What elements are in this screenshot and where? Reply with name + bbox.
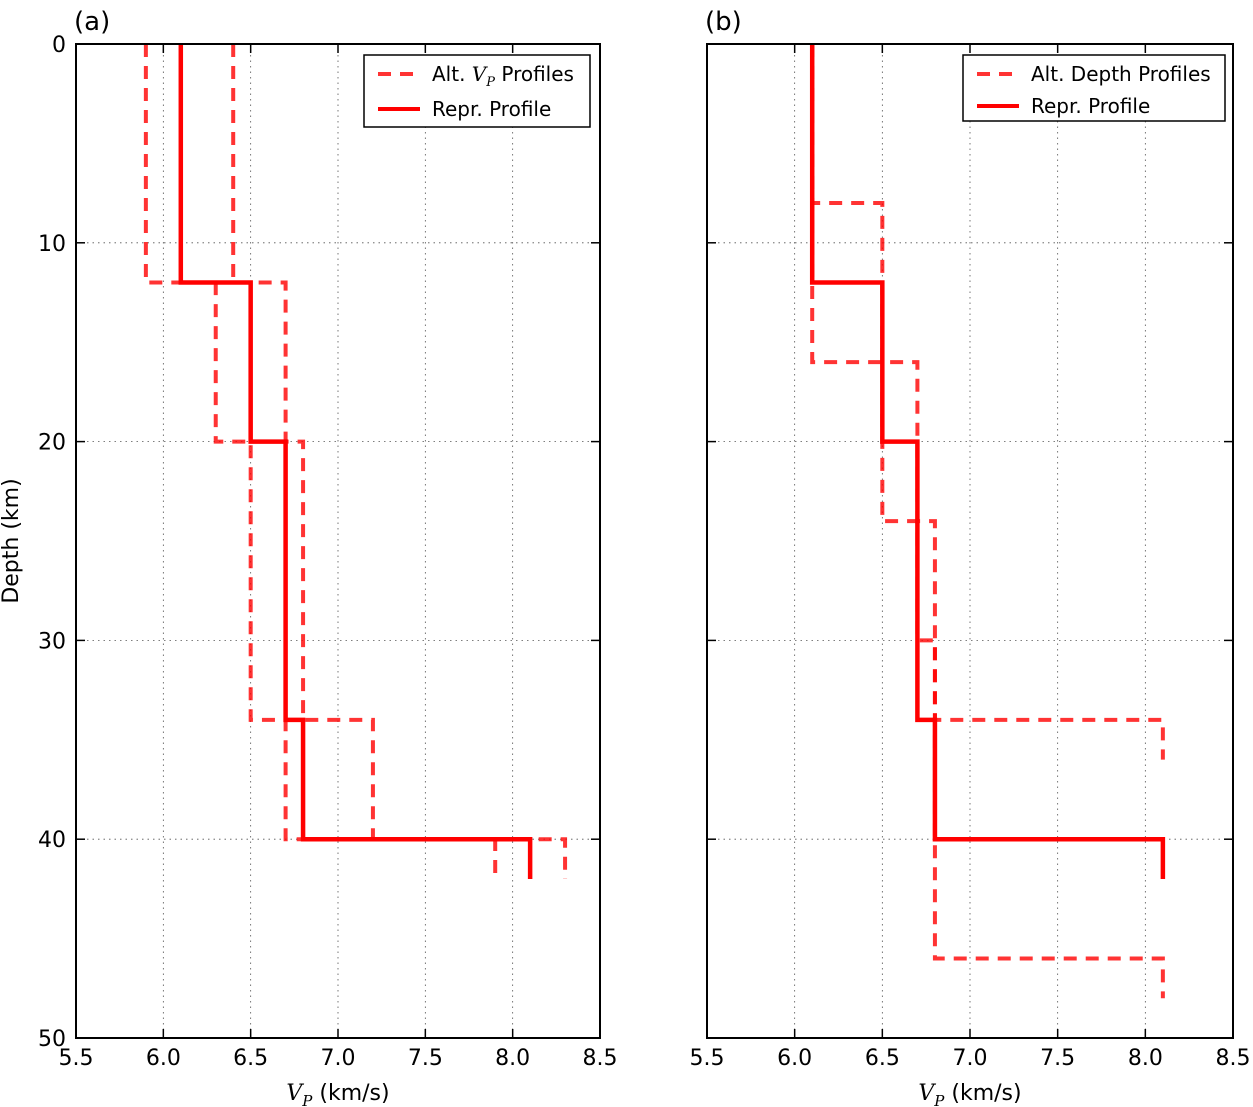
alt-profile-line bbox=[810, 44, 1165, 760]
alt-profile-line bbox=[810, 44, 1165, 999]
x-tick-label: 6.5 bbox=[233, 1046, 268, 1071]
grid bbox=[76, 44, 600, 1038]
series-group bbox=[143, 44, 568, 879]
x-axis-label: VP (km/s) bbox=[286, 1081, 389, 1107]
panel-a: 5.5 6.0 6.5 7.0 7.5 8.0 8.5 0 10 20 30 40 50 VP (km/s… bbox=[38, 7, 618, 1107]
panel-b: 5.5 6.0 6.5 7.0 7.5 8.0 8.5 VP (km/s) (b) Alt. De… bbox=[690, 7, 1251, 1107]
x-tick-label: 5.5 bbox=[690, 1046, 725, 1071]
y-axis-label: Depth (km) bbox=[0, 478, 24, 603]
legend: Alt. VP Profiles Repr. Profile bbox=[363, 54, 591, 128]
x-tick-label: 6.5 bbox=[865, 1046, 900, 1071]
x-tick-label: 7.0 bbox=[321, 1046, 356, 1071]
x-axis-label: VP (km/s) bbox=[918, 1081, 1021, 1107]
panel-label: (a) bbox=[74, 7, 110, 37]
repr-profile-line bbox=[178, 44, 533, 879]
x-tick-label: 6.0 bbox=[777, 1046, 812, 1071]
legend-label: Alt. VP Profiles bbox=[432, 62, 574, 90]
y-tick-label: 30 bbox=[38, 629, 66, 654]
x-tick-label: 6.0 bbox=[146, 1046, 181, 1071]
panel-label: (b) bbox=[705, 7, 742, 37]
y-tick-label: 0 bbox=[52, 33, 66, 58]
y-tick-label: 40 bbox=[38, 828, 66, 853]
x-tick-label: 5.5 bbox=[59, 1046, 94, 1071]
x-tick-label: 8.5 bbox=[583, 1046, 618, 1071]
y-tick-label: 10 bbox=[38, 232, 66, 257]
legend-label: Alt. Depth Profiles bbox=[1031, 62, 1211, 86]
x-tick-label: 7.5 bbox=[1040, 1046, 1075, 1071]
repr-profile-line bbox=[809, 44, 1166, 879]
x-tick-label: 8.0 bbox=[1128, 1046, 1163, 1071]
series-group bbox=[809, 44, 1166, 999]
x-tick-label: 8.5 bbox=[1216, 1046, 1251, 1071]
legend: Alt. Depth Profiles Repr. Profile bbox=[962, 54, 1226, 122]
legend-label: Repr. Profile bbox=[1031, 94, 1150, 118]
legend-box bbox=[363, 54, 591, 128]
x-tick-label: 7.0 bbox=[953, 1046, 988, 1071]
legend-box bbox=[962, 54, 1226, 122]
alt-profile-line bbox=[143, 44, 568, 879]
x-tick-label: 8.0 bbox=[495, 1046, 530, 1071]
grid bbox=[707, 44, 1233, 1038]
alt-profile-line bbox=[231, 44, 498, 879]
y-tick-label: 20 bbox=[38, 431, 66, 456]
x-tick-label: 7.5 bbox=[408, 1046, 443, 1071]
legend-label: Repr. Profile bbox=[432, 97, 551, 121]
y-tick-label: 50 bbox=[38, 1027, 66, 1052]
